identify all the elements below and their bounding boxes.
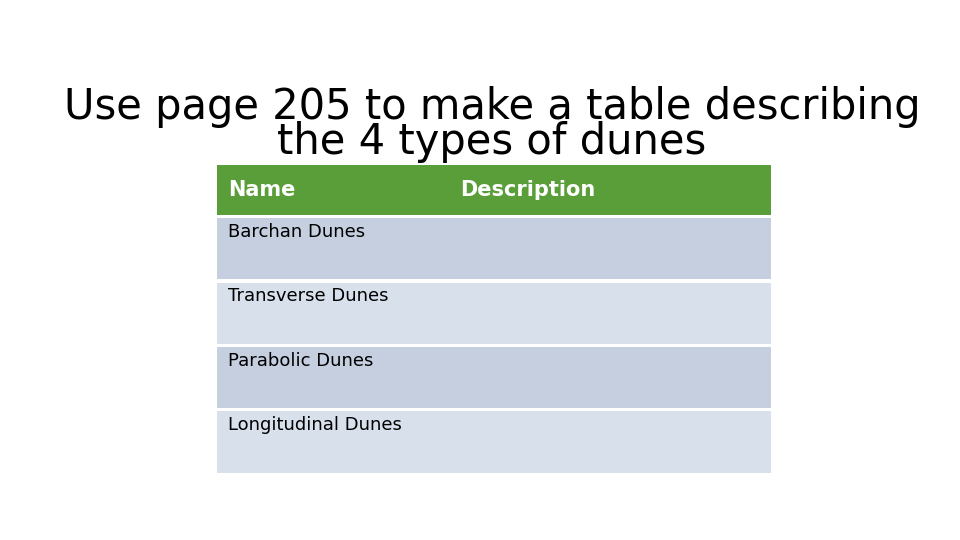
FancyBboxPatch shape (217, 411, 771, 473)
Text: Transverse Dunes: Transverse Dunes (228, 287, 388, 306)
Text: Name: Name (228, 180, 295, 200)
Text: Use page 205 to make a table describing: Use page 205 to make a table describing (63, 86, 921, 128)
Text: Description: Description (461, 180, 596, 200)
FancyBboxPatch shape (217, 347, 771, 408)
FancyBboxPatch shape (217, 165, 771, 215)
Text: Barchan Dunes: Barchan Dunes (228, 223, 365, 241)
Text: Parabolic Dunes: Parabolic Dunes (228, 352, 373, 370)
FancyBboxPatch shape (217, 218, 771, 279)
Text: Longitudinal Dunes: Longitudinal Dunes (228, 416, 401, 434)
Text: the 4 types of dunes: the 4 types of dunes (277, 121, 707, 163)
FancyBboxPatch shape (217, 282, 771, 344)
